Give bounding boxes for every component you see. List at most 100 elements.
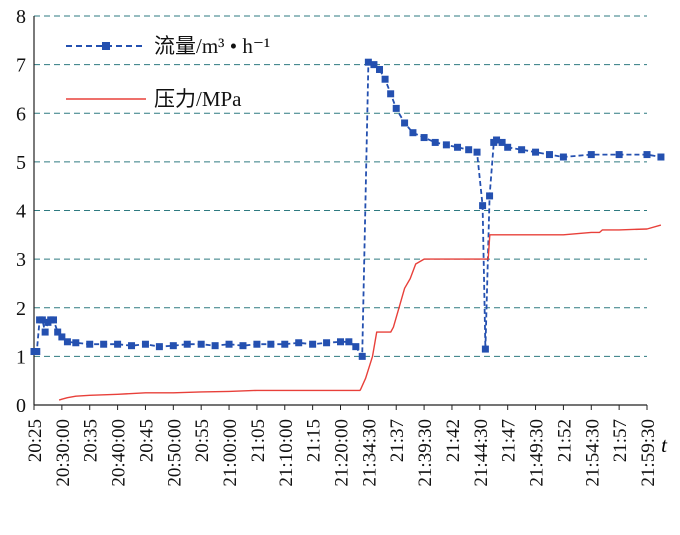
flow-point [493, 136, 501, 144]
flow-point [504, 143, 512, 151]
flow-point [465, 146, 473, 154]
x-tick-label: 20:55 [192, 419, 213, 462]
flow-point [401, 119, 409, 127]
x-tick-label: 21:15 [304, 419, 325, 462]
flow-point [545, 151, 553, 159]
legend-label: 压力/MPa [154, 87, 242, 111]
flow-line [34, 61, 662, 358]
flow-point [431, 138, 439, 146]
y-tick-label: 6 [16, 103, 26, 125]
x-tick-label: 21:54:30 [582, 419, 603, 487]
legend: 流量/m³ • h⁻¹ 压力/MPa [66, 34, 270, 111]
flow-point [41, 328, 49, 336]
flow-point [409, 129, 417, 137]
flow-point [473, 148, 481, 156]
flow-point [498, 138, 506, 146]
flow-point [281, 340, 289, 348]
y-tick-label: 0 [16, 395, 26, 417]
x-tick-label: 20:25 [25, 419, 46, 462]
flow-point [267, 340, 275, 348]
axes: 0 1 2 3 4 5 6 7 8 20:25 20:30:00 20:35 20:40:00 20:45… [16, 6, 659, 487]
grid-lines [34, 15, 647, 357]
x-tick-label: 21:05 [248, 419, 269, 462]
legend-label: 流量/m³ • h⁻¹ [154, 34, 270, 58]
flow-point [358, 352, 366, 360]
legend-entry: 压力/MPa [66, 87, 242, 111]
flow-point [197, 340, 205, 348]
x-tick-label: 20:40:00 [109, 419, 130, 487]
flow-point [50, 316, 58, 324]
flow-point [381, 75, 389, 83]
flow-point [33, 348, 41, 356]
x-tick-label: 21:34:30 [359, 419, 380, 487]
y-tick-label: 2 [16, 298, 26, 320]
x-axis-label: t [661, 433, 668, 457]
x-tick-label: 20:35 [81, 419, 102, 462]
flow-point [253, 340, 261, 348]
flow-point [615, 151, 623, 159]
y-tick-label: 1 [16, 346, 26, 368]
y-tick-label: 7 [16, 55, 26, 77]
flow-point [345, 338, 353, 346]
flow-point [587, 151, 595, 159]
x-tick-label: 21:10:00 [276, 419, 297, 487]
series-pressure [58, 224, 662, 401]
y-tick-label: 5 [16, 152, 26, 174]
x-tick-label: 21:57 [610, 419, 631, 462]
x-tick-label: 21:37 [387, 419, 408, 462]
flow-point [58, 333, 66, 341]
flow-point [114, 340, 122, 348]
x-tick-label: 21:52 [554, 419, 575, 462]
x-tick-label: 21:00:00 [220, 419, 241, 487]
flow-point [155, 343, 163, 351]
flow-point [54, 328, 62, 336]
flow-point [643, 151, 651, 159]
flow-point [38, 316, 46, 324]
legend-swatch-marker [102, 42, 110, 50]
flow-point [657, 153, 665, 161]
flow-point [518, 146, 526, 154]
flow-point [479, 202, 487, 210]
series [30, 58, 665, 401]
y-tick-label: 3 [16, 249, 26, 271]
flow-point [392, 104, 400, 112]
flow-point [376, 65, 384, 73]
flow-point [364, 58, 372, 66]
flow-point [211, 342, 219, 350]
x-tick-label: 20:50:00 [164, 419, 185, 487]
flow-point [387, 90, 395, 98]
y-tick-label: 8 [16, 6, 26, 28]
x-tick-label: 20:45 [136, 419, 157, 462]
flow-point [239, 342, 247, 350]
flow-point [169, 342, 177, 350]
flow-point [420, 134, 428, 142]
flow-point [100, 340, 108, 348]
flow-point [454, 143, 462, 151]
flow-point [481, 345, 489, 353]
x-tick-label: 21:20:00 [332, 419, 353, 487]
flow-point [295, 339, 303, 347]
flow-point [559, 153, 567, 161]
series-flow [30, 58, 665, 360]
y-tick-label: 4 [16, 201, 26, 223]
x-tick-label: 21:39:30 [415, 419, 436, 487]
flow-point [352, 343, 360, 351]
flow-point [309, 340, 317, 348]
flow-point [442, 141, 450, 149]
flow-point [86, 340, 94, 348]
flow-point [63, 338, 71, 346]
flow-point [486, 192, 494, 200]
flow-point [128, 342, 136, 350]
flow-point [72, 339, 80, 347]
flow-point [337, 338, 344, 346]
x-tick-label: 21:44:30 [471, 419, 492, 487]
pressure-line [58, 224, 662, 401]
x-tick-label: 21:49:30 [527, 419, 548, 487]
x-tick-label: 21:47 [499, 419, 520, 462]
flow-point [183, 340, 191, 348]
flow-point [225, 340, 233, 348]
x-tick-label: 20:30:00 [53, 419, 74, 487]
flow-point [141, 340, 149, 348]
